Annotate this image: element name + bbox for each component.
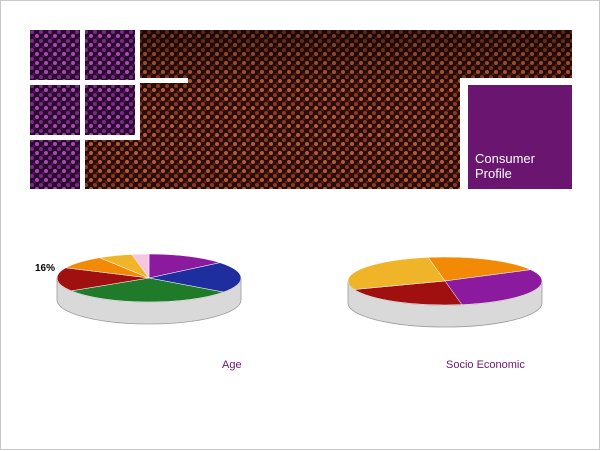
banner-title: Consumer Profile: [475, 151, 570, 181]
age-visible-label: 16%: [35, 263, 56, 274]
age-chart-title: Age: [222, 359, 242, 371]
pie-slice-D: [347, 257, 446, 290]
pie-slice-19-24: [148, 262, 242, 293]
banner-title-line1: Consumer: [475, 151, 535, 166]
pie-slice-35-44: [56, 267, 150, 292]
socio-chart-title: Socio Economic: [446, 359, 525, 371]
pie-slice-B: [444, 269, 543, 305]
pie-chart-0: [56, 253, 242, 325]
pie-slice-65+: [131, 253, 150, 279]
pie-slice-18-28: [148, 253, 221, 279]
pie-slice-25-34: [70, 277, 225, 303]
banner-title-line2: Profile: [475, 166, 512, 181]
pie-slice-A: [427, 256, 532, 282]
profile-box: [468, 85, 572, 189]
pie-chart-1: [347, 256, 543, 328]
